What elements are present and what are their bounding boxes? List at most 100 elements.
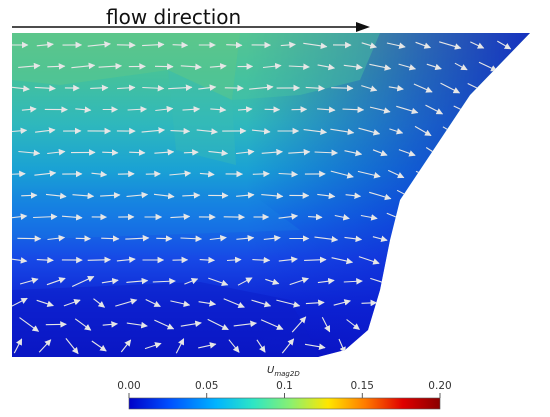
velocity-arrow-icon <box>117 84 136 92</box>
velocity-arrow-icon <box>127 106 148 113</box>
velocity-arrow-icon <box>100 191 121 199</box>
velocity-arrow-icon <box>74 318 92 331</box>
velocity-arrow-icon <box>303 128 328 135</box>
velocity-arrow-icon <box>454 62 468 71</box>
velocity-arrow-icon <box>343 63 363 71</box>
velocity-arrow-icon <box>33 213 58 221</box>
velocity-arrow-icon <box>314 149 339 157</box>
velocity-arrow-icon <box>439 41 462 50</box>
velocity-arrow-icon <box>198 84 217 91</box>
velocity-arrow-icon <box>443 253 457 267</box>
velocity-arrow-icon <box>303 42 328 50</box>
velocity-arrow-icon <box>288 63 310 71</box>
velocity-arrow-icon <box>399 234 416 243</box>
velocity-arrow-icon <box>470 41 485 49</box>
velocity-arrow-icon <box>369 106 391 114</box>
velocity-arrow-icon <box>36 256 54 264</box>
velocity-arrow-icon <box>455 191 468 200</box>
velocity-arrow-icon <box>13 338 23 354</box>
velocity-arrow-icon <box>414 125 432 137</box>
velocity-arrow-icon <box>304 343 326 350</box>
velocity-arrow-icon <box>415 41 432 49</box>
velocity-arrow-icon <box>226 256 242 264</box>
velocity-arrow-icon <box>102 149 119 156</box>
velocity-arrow-icon <box>47 234 66 242</box>
velocity-arrow-icon <box>429 314 439 335</box>
velocity-arrow-icon <box>372 149 388 157</box>
velocity-arrow-icon <box>182 106 201 113</box>
velocity-arrow-icon <box>237 277 253 286</box>
velocity-arrow-icon <box>424 189 444 202</box>
velocity-arrow-icon <box>236 148 255 156</box>
velocity-arrow-icon <box>154 148 175 156</box>
velocity-arrow-icon <box>129 149 146 156</box>
velocity-arrow-icon <box>425 104 444 115</box>
velocity-arrow-icon <box>101 277 119 285</box>
velocity-arrow-icon <box>12 85 30 92</box>
velocity-arrow-icon <box>388 84 404 92</box>
velocity-arrow-icon <box>47 63 66 70</box>
colorbar-tick-label: 0.1 <box>276 380 293 392</box>
velocity-arrow-icon <box>278 213 299 220</box>
velocity-arrow-icon <box>391 335 401 357</box>
velocity-arrow-icon <box>46 277 66 286</box>
velocity-arrow-icon <box>172 41 189 49</box>
velocity-arrow-icon <box>228 339 240 353</box>
velocity-arrow-icon <box>63 298 81 307</box>
velocity-arrow-icon <box>481 147 495 158</box>
velocity-arrow-icon <box>498 84 511 92</box>
velocity-arrow-icon <box>19 317 40 332</box>
velocity-arrow-icon <box>251 299 272 308</box>
velocity-arrow-icon <box>90 84 109 92</box>
velocity-arrow-icon <box>126 277 149 285</box>
velocity-arrow-icon <box>180 235 203 243</box>
velocity-arrow-icon <box>209 234 227 242</box>
velocity-arrow-icon <box>446 336 453 357</box>
colorbar-tick-label: 0.05 <box>195 380 218 392</box>
velocity-arrow-icon <box>180 63 202 71</box>
velocity-arrow-icon <box>145 299 161 307</box>
velocity-arrow-icon <box>142 84 165 92</box>
velocity-arrow-icon <box>413 83 433 93</box>
velocity-arrow-icon <box>402 318 412 332</box>
velocity-arrow-icon <box>369 63 392 71</box>
velocity-arrow-icon <box>102 321 118 328</box>
velocity-arrow-icon <box>454 148 468 157</box>
velocity-arrow-icon <box>396 105 419 115</box>
velocity-arrow-icon <box>93 298 106 308</box>
velocity-arrow-icon <box>453 233 469 244</box>
velocity-arrow-icon <box>45 192 67 200</box>
velocity-arrow-icon <box>276 299 301 308</box>
velocity-arrow-icon <box>170 213 191 221</box>
velocity-arrow-icon <box>261 148 283 156</box>
velocity-arrow-icon <box>453 278 470 286</box>
velocity-arrow-icon <box>261 192 284 200</box>
velocity-arrow-icon <box>101 235 120 242</box>
velocity-arrow-icon <box>426 63 442 71</box>
velocity-arrow-icon <box>468 166 487 182</box>
velocity-arrow-icon <box>236 234 255 242</box>
velocity-arrow-icon <box>263 234 281 242</box>
velocity-arrow-icon <box>480 231 496 247</box>
velocity-arrow-icon <box>144 342 162 350</box>
velocity-arrow-icon <box>398 149 416 157</box>
velocity-arrow-icon <box>512 271 519 293</box>
velocity-arrow-icon <box>509 190 521 202</box>
velocity-arrow-icon <box>233 320 257 328</box>
velocity-arrow-icon <box>497 125 512 137</box>
velocity-arrow-icon <box>251 128 271 135</box>
velocity-arrow-icon <box>444 213 456 221</box>
velocity-arrow-icon <box>208 149 229 157</box>
velocity-arrow-icon <box>12 170 26 178</box>
velocity-arrow-icon <box>333 299 351 306</box>
velocity-arrow-icon <box>443 299 457 307</box>
colorbar-tick-label: 0.00 <box>117 380 140 392</box>
velocity-arrow-icon <box>360 342 378 351</box>
velocity-arrow-icon <box>483 273 493 291</box>
velocity-arrow-icon <box>236 191 255 199</box>
velocity-arrow-icon <box>317 192 336 200</box>
velocity-arrow-icon <box>426 234 442 243</box>
velocity-arrow-icon <box>281 338 295 354</box>
velocity-arrow-icon <box>361 299 378 307</box>
velocity-arrow-icon <box>376 317 384 332</box>
